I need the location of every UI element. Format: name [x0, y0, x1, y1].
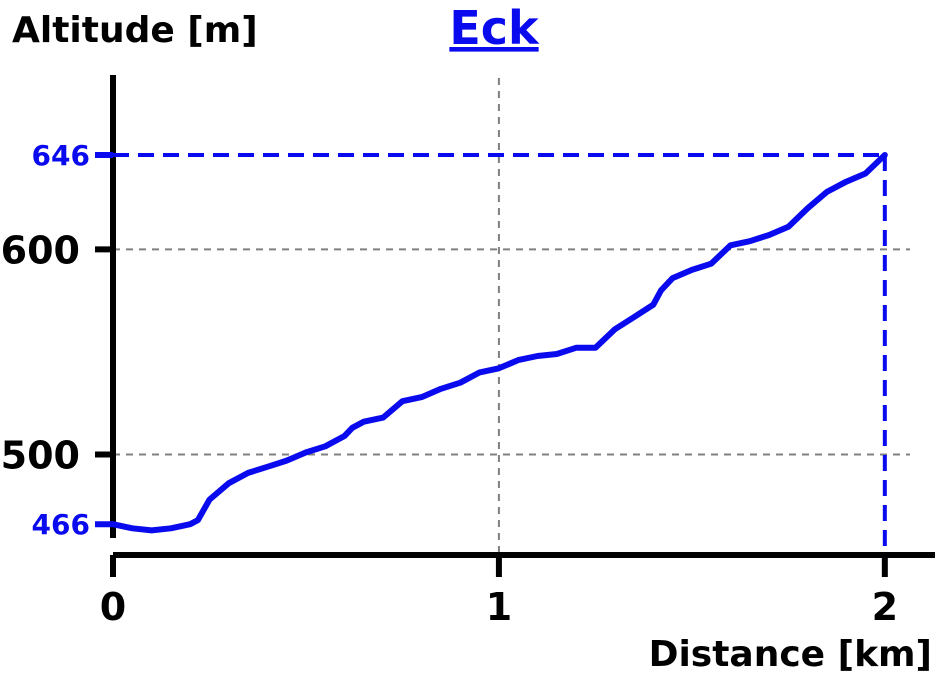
- axes: [95, 75, 935, 577]
- y-marker-label-466: 466: [32, 508, 90, 541]
- label-layer: Altitude [m] Eck Distance [km] 0 1 2 500 600…: [1, 1, 932, 675]
- x-axis-label: Distance [km]: [649, 634, 932, 675]
- x-tick-label-1: 1: [486, 585, 512, 629]
- y-axis-label: Altitude [m]: [12, 10, 258, 51]
- x-tick-label-2: 2: [872, 585, 898, 629]
- grid-lines: [113, 78, 910, 555]
- y-tick-label-500: 500: [1, 433, 80, 477]
- x-tick-label-0: 0: [100, 585, 126, 629]
- series-layer: [110, 152, 888, 534]
- y-tick-label-600: 600: [1, 228, 80, 272]
- elevation-line-0: [110, 152, 888, 534]
- chart-title: Eck: [449, 1, 540, 55]
- marker-layer: [95, 152, 887, 555]
- y-marker-label-646: 646: [32, 139, 90, 172]
